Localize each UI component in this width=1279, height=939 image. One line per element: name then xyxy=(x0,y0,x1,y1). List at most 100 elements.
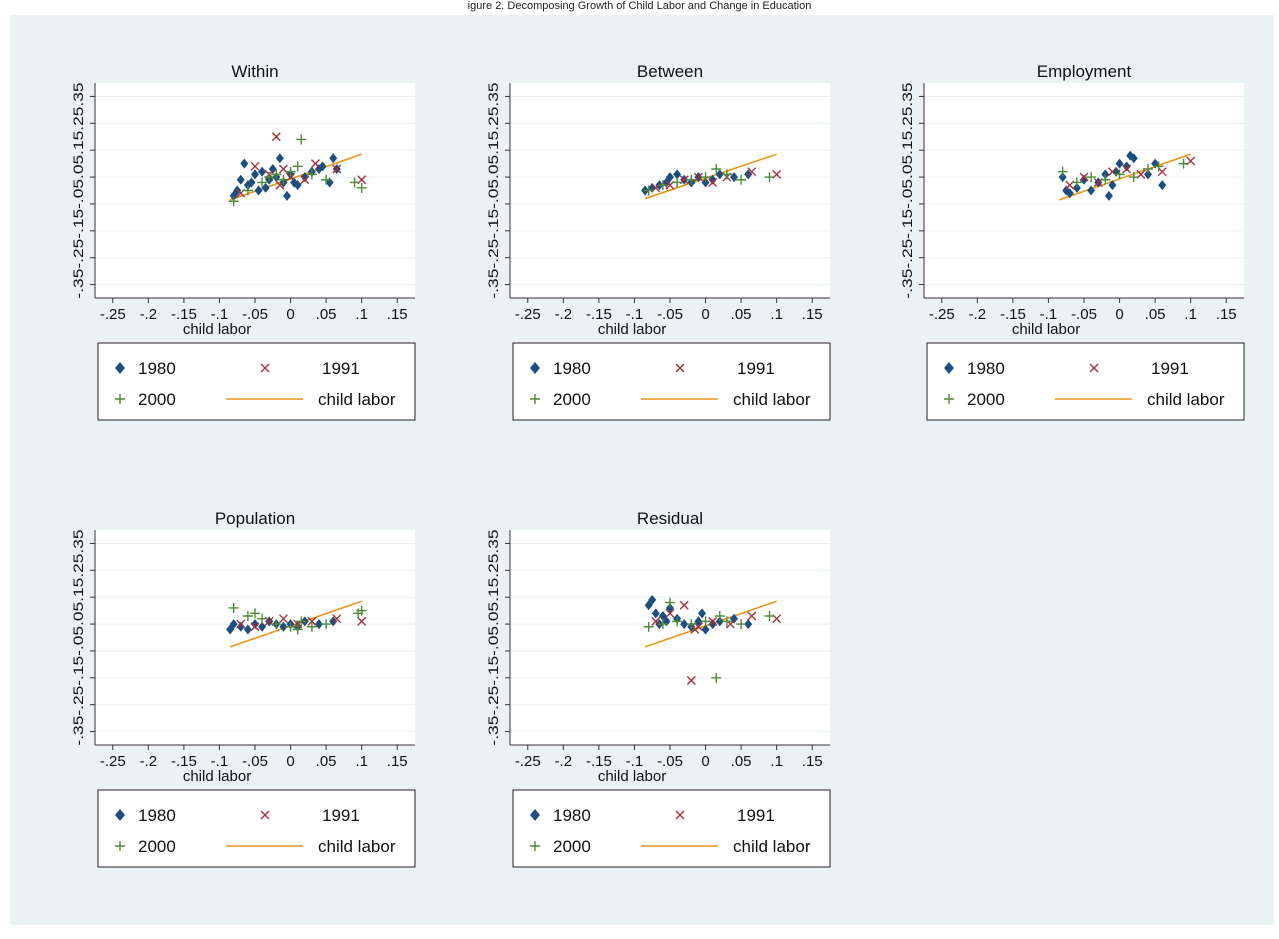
x-tick-label: -.15 xyxy=(171,306,197,323)
point-1991 xyxy=(357,616,367,626)
point-1980 xyxy=(698,608,706,619)
legend-box xyxy=(97,789,416,868)
point-1980 xyxy=(318,161,327,172)
point-1980 xyxy=(701,624,710,635)
point-1980 xyxy=(1072,182,1081,193)
point-1980 xyxy=(258,621,267,632)
point-1980 xyxy=(715,616,724,627)
point-1991 xyxy=(307,616,317,626)
point-1980 xyxy=(1058,172,1067,183)
legend-marker-2000 xyxy=(115,841,125,851)
legend-marker-1991 xyxy=(675,363,685,373)
x-tick-label: -.2 xyxy=(969,306,987,323)
point-2000 xyxy=(736,174,747,185)
point-2000 xyxy=(278,174,289,185)
point-2000 xyxy=(1057,166,1068,177)
legend-label-2000: 2000 xyxy=(138,837,176,856)
point-1980 xyxy=(240,158,249,169)
x-tick-label: -.25 xyxy=(100,753,126,770)
x-axis-label: child labor xyxy=(598,768,666,785)
point-2000 xyxy=(321,619,332,630)
point-2000 xyxy=(686,619,697,630)
point-2000 xyxy=(686,174,697,185)
point-2000 xyxy=(296,134,307,145)
point-1991 xyxy=(1079,172,1089,182)
point-2000 xyxy=(643,185,654,196)
point-2000 xyxy=(672,616,683,627)
point-1980 xyxy=(648,594,657,605)
point-1980 xyxy=(1087,185,1096,196)
x-tick-label: -.25 xyxy=(515,753,541,770)
legend-marker-1991 xyxy=(675,810,685,820)
point-1980 xyxy=(1115,158,1124,169)
legend-marker-1980 xyxy=(115,362,125,374)
figure-caption: igure 2. Decomposing Growth of Child Lab… xyxy=(467,0,812,12)
point-2000 xyxy=(711,672,722,683)
point-2000 xyxy=(1143,164,1153,174)
point-2000 xyxy=(1114,169,1125,180)
x-tick-label: 0 xyxy=(1115,306,1123,323)
legend-label-1980: 1980 xyxy=(138,359,176,378)
subplot-title: Residual xyxy=(637,509,703,528)
point-1991 xyxy=(332,614,342,624)
point-2000 xyxy=(296,616,307,627)
subplot-title: Employment xyxy=(1037,62,1132,81)
point-1980 xyxy=(315,619,323,630)
point-2000 xyxy=(672,177,683,188)
point-2000 xyxy=(721,169,732,180)
point-1980 xyxy=(293,180,302,191)
legend-label-fit: child labor xyxy=(733,837,811,856)
x-tick-label: .1 xyxy=(355,753,368,770)
x-tick-label: -.15 xyxy=(586,753,612,770)
point-2000 xyxy=(250,608,260,619)
figure-background: Within -.35-.25-.15-.05.05.15.25.35 -.25 -.… xyxy=(10,15,1274,925)
point-2000 xyxy=(271,619,282,630)
legend-label-1991: 1991 xyxy=(322,359,360,378)
point-2000 xyxy=(711,164,722,174)
x-tick-label: .15 xyxy=(387,306,408,323)
legend-label-fit: child labor xyxy=(733,390,811,409)
x-tick-label: .15 xyxy=(802,306,823,323)
x-tick-label: -.1 xyxy=(626,306,644,323)
x-tick-label: .05 xyxy=(731,306,752,323)
point-1991 xyxy=(1122,164,1132,174)
legend-label-fit: child labor xyxy=(318,390,396,409)
point-1980 xyxy=(243,624,252,635)
point-2000 xyxy=(228,196,239,207)
chart-grid-svg: Within -.35-.25-.15-.05.05.15.25.35 -.25 -.… xyxy=(70,62,1245,868)
point-2000 xyxy=(1086,172,1097,183)
x-axis-label: child labor xyxy=(183,768,251,785)
legend-marker-2000 xyxy=(944,394,954,404)
point-1980 xyxy=(329,153,338,164)
point-1991 xyxy=(686,676,696,685)
legend-box xyxy=(512,789,831,868)
fit-line xyxy=(229,153,362,201)
point-2000 xyxy=(721,616,732,627)
point-1980 xyxy=(1065,188,1074,199)
point-2000 xyxy=(306,169,317,180)
point-2000 xyxy=(1153,161,1164,172)
point-1980 xyxy=(1101,169,1110,180)
point-2000 xyxy=(700,616,711,627)
point-1991 xyxy=(250,622,260,632)
point-1980 xyxy=(708,174,717,185)
point-1980 xyxy=(300,172,309,183)
x-axis-label: child labor xyxy=(598,321,666,338)
point-2000 xyxy=(242,611,253,621)
point-1980 xyxy=(1104,190,1113,201)
point-1991 xyxy=(708,616,718,626)
legend-label-2000: 2000 xyxy=(138,390,176,409)
point-1980 xyxy=(279,621,288,632)
point-1980 xyxy=(730,172,738,183)
subplot-title: Between xyxy=(637,62,703,81)
point-1980 xyxy=(268,164,277,174)
x-tick-label: .05 xyxy=(316,753,337,770)
x-tick-label: .1 xyxy=(1184,306,1197,323)
point-2000 xyxy=(714,611,725,621)
point-2000 xyxy=(1178,158,1189,169)
point-1980 xyxy=(701,177,710,188)
x-tick-label: -.05 xyxy=(1071,306,1097,323)
point-2000 xyxy=(349,177,360,188)
legend-label-fit: child labor xyxy=(1147,390,1225,409)
point-1980 xyxy=(247,177,256,188)
